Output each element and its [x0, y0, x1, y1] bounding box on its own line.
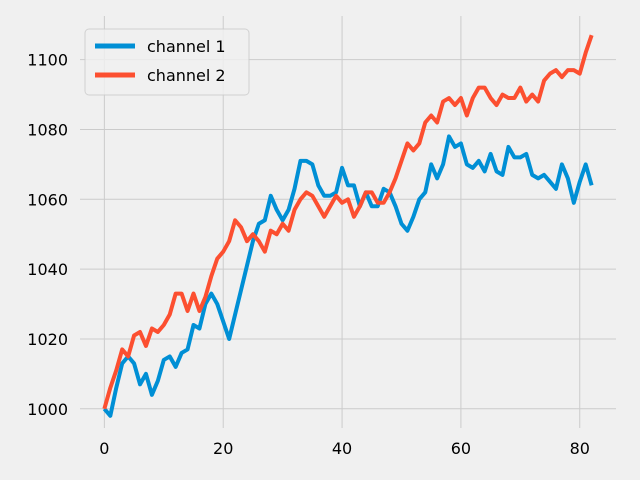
series-line-channel-1 — [102, 134, 594, 418]
y-tick-label: 1040 — [27, 260, 68, 279]
legend: channel 1 channel 2 — [84, 28, 250, 96]
legend-label-channel-2: channel 2 — [147, 66, 226, 85]
x-tick-label: 80 — [570, 439, 590, 458]
series-lines — [102, 34, 594, 418]
y-tick-label: 1060 — [27, 190, 68, 209]
legend-label-channel-1: channel 1 — [147, 37, 226, 56]
x-tick-label: 20 — [213, 439, 233, 458]
y-tick-label: 1000 — [27, 400, 68, 419]
tick-labels: 0 20 40 60 80 1000 1020 1040 1060 1080 1100 — [27, 51, 590, 458]
y-tick-label: 1080 — [27, 120, 68, 139]
x-tick-label: 0 — [99, 439, 109, 458]
y-tick-label: 1020 — [27, 330, 68, 349]
series-line-channel-2 — [102, 34, 594, 410]
x-tick-label: 40 — [332, 439, 352, 458]
y-tick-label: 1100 — [27, 51, 68, 70]
x-tick-label: 60 — [451, 439, 471, 458]
